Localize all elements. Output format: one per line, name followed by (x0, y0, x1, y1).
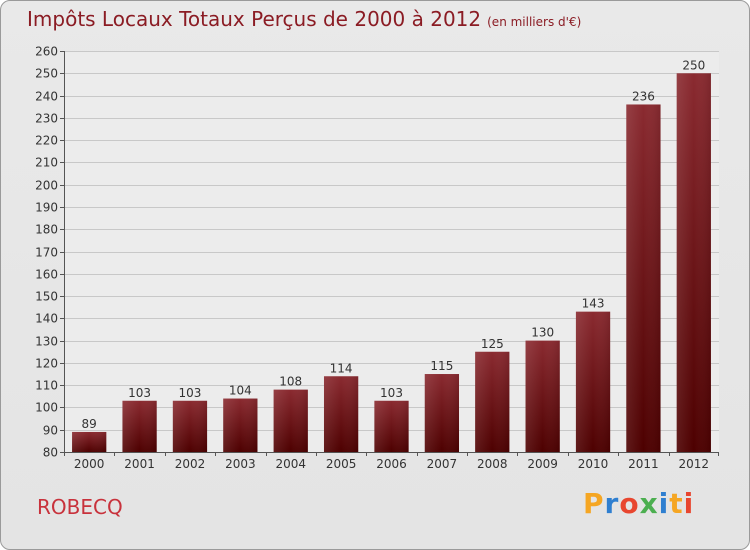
bar-shine (122, 400, 157, 452)
logo-letter: x (639, 487, 659, 520)
logo-letter: t (669, 487, 684, 520)
bar-value-label: 114 (330, 361, 353, 375)
y-tick-label: 160 (35, 268, 58, 282)
bar-shine (575, 311, 611, 452)
x-tick-label: 2012 (679, 457, 710, 471)
x-tick-label: 2010 (578, 457, 609, 471)
bar-value-label: 103 (380, 386, 403, 400)
proxiti-logo[interactable]: Proxiti (583, 487, 694, 520)
y-tick-label: 120 (35, 357, 58, 371)
y-tick-label: 180 (35, 223, 58, 237)
y-tick-label: 110 (35, 379, 58, 393)
y-tick-label: 240 (35, 90, 58, 104)
bar-shine (273, 389, 308, 452)
y-tick-label: 130 (35, 335, 58, 349)
bar-value-label: 125 (481, 337, 504, 351)
bar-shine (172, 400, 208, 452)
y-tick-label: 150 (35, 290, 58, 304)
x-tick-label: 2009 (527, 457, 558, 471)
chart-title-text: Impôts Locaux Totaux Perçus de 2000 à 20… (27, 7, 482, 31)
commune-name: ROBECQ (37, 495, 123, 519)
x-tick-label: 2000 (74, 457, 105, 471)
bar-shine (323, 376, 359, 452)
x-tick-label: 2011 (628, 457, 659, 471)
logo-letter: i (658, 487, 670, 520)
y-tick-label: 260 (35, 45, 58, 59)
bar-value-label: 103 (179, 386, 202, 400)
bar-shine (72, 431, 107, 452)
logo-letter: r (604, 487, 620, 520)
bar-shine (223, 398, 258, 452)
x-tick-label: 2005 (326, 457, 357, 471)
bar-chart: 8090100110120130140150160170180190200210… (35, 45, 719, 471)
y-tick-label: 190 (35, 201, 58, 215)
bar-shine (626, 104, 661, 452)
bar-value-label: 108 (279, 375, 302, 389)
x-tick-label: 2002 (175, 457, 206, 471)
y-tick-label: 140 (35, 312, 58, 326)
bar-shine (374, 400, 409, 452)
x-tick-label: 2006 (376, 457, 407, 471)
bar-value-label: 130 (531, 326, 554, 340)
x-tick-label: 2007 (427, 457, 458, 471)
y-tick-label: 170 (35, 246, 58, 260)
y-tick-label: 230 (35, 112, 58, 126)
chart-unit: (en milliers d'€) (487, 15, 582, 29)
bar-shine (424, 374, 460, 452)
bar-value-label: 115 (430, 359, 453, 373)
y-tick-label: 250 (35, 67, 58, 81)
y-tick-label: 200 (35, 179, 58, 193)
bar-value-label: 250 (682, 58, 705, 72)
bar-value-label: 104 (229, 384, 252, 398)
bar-shine (475, 351, 510, 452)
x-tick-label: 2004 (275, 457, 306, 471)
bar-value-label: 143 (582, 297, 605, 311)
logo-letter: P (583, 487, 605, 520)
bar-shine (525, 340, 560, 452)
y-tick-label: 80 (43, 446, 58, 460)
y-tick-label: 90 (43, 424, 58, 438)
logo-letter: o (619, 487, 640, 520)
bars (72, 73, 711, 453)
bar-value-label: 103 (128, 386, 151, 400)
axes: 8090100110120130140150160170180190200210… (35, 45, 719, 471)
y-tick-label: 220 (35, 134, 58, 148)
bar-shine (676, 73, 711, 453)
y-tick-label: 210 (35, 156, 58, 170)
logo-letter: i (683, 487, 695, 520)
x-tick-label: 2003 (225, 457, 256, 471)
bar-value-label: 236 (632, 89, 655, 103)
x-tick-label: 2001 (124, 457, 155, 471)
y-tick-label: 100 (35, 401, 58, 415)
chart-title: Impôts Locaux Totaux Perçus de 2000 à 20… (27, 7, 581, 31)
bar-value-label: 89 (82, 417, 97, 431)
data-labels: 89 103 103 104 108 114 103 115 125 130 143 236 250 (82, 58, 706, 431)
x-tick-label: 2008 (477, 457, 508, 471)
